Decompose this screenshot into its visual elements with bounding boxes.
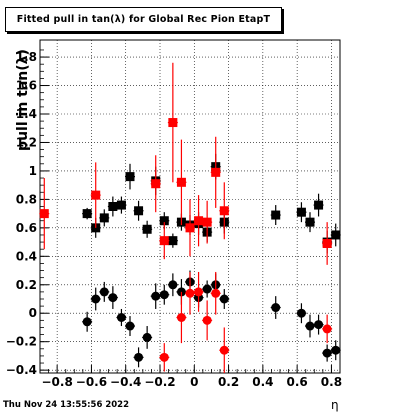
data-point-square	[82, 209, 92, 219]
x-tick-label: −0.2	[144, 375, 175, 389]
data-point-square	[314, 200, 324, 210]
data-point-square	[151, 179, 161, 189]
data-point-circle	[125, 321, 135, 331]
data-point-circle	[185, 288, 195, 298]
data-point-circle	[151, 291, 161, 301]
data-point-circle	[99, 287, 109, 297]
data-point-circle	[202, 284, 212, 294]
data-point-circle	[305, 321, 315, 331]
y-tick-label: 1	[29, 164, 37, 178]
y-tick-label: −0.2	[6, 335, 37, 349]
data-point-circle	[322, 324, 332, 334]
data-point-circle	[271, 303, 281, 313]
data-point-circle	[202, 315, 212, 325]
x-tick-label: 0.6	[287, 375, 308, 389]
x-tick-label: 0	[190, 375, 198, 389]
timestamp-label: Thu Nov 24 13:55:56 2022	[3, 400, 130, 410]
data-point-circle	[108, 293, 118, 303]
data-point-circle	[176, 313, 186, 322]
data-point-square	[331, 230, 341, 240]
x-tick-label: 0.8	[321, 375, 342, 389]
data-point-circle	[211, 288, 221, 298]
data-point-square	[142, 224, 152, 234]
data-point-square	[91, 190, 101, 200]
x-tick-label: 0.2	[218, 375, 239, 389]
y-tick-label: 0.4	[16, 249, 37, 263]
data-point-square	[176, 177, 186, 187]
data-point-square	[202, 217, 212, 227]
data-point-square	[322, 239, 332, 248]
data-point-circle	[219, 294, 229, 304]
data-point-square	[125, 172, 135, 182]
data-point-circle	[159, 290, 169, 300]
y-tick-label: 1.6	[16, 79, 37, 93]
data-point-circle	[219, 345, 229, 355]
data-point-square	[159, 216, 169, 226]
data-point-circle	[159, 352, 169, 362]
data-point-square	[134, 206, 144, 216]
data-point-square	[159, 236, 169, 246]
data-point-square	[219, 206, 229, 216]
x-axis-label: η	[331, 398, 339, 412]
data-point-square	[116, 200, 126, 210]
y-tick-label: 0	[29, 306, 37, 320]
x-tick-label: −0.8	[41, 375, 72, 389]
data-point-circle	[322, 348, 332, 358]
data-point-square	[305, 217, 315, 227]
data-point-square	[108, 202, 118, 211]
data-point-square	[168, 118, 178, 128]
data-point-circle	[296, 308, 306, 318]
y-tick-label: 0.2	[16, 278, 37, 292]
y-tick-label: 1.8	[16, 50, 37, 64]
data-point-circle	[142, 332, 152, 342]
data-point-square	[99, 213, 109, 223]
data-point-circle	[116, 313, 126, 322]
x-tick-label: 0.4	[252, 375, 273, 389]
data-point-square	[211, 167, 221, 177]
data-point-square	[185, 223, 195, 233]
y-tick-label: 0.8	[16, 192, 37, 206]
data-point-square	[271, 210, 281, 220]
x-tick-label: −0.4	[110, 375, 141, 389]
data-point-square	[168, 236, 178, 246]
data-point-circle	[134, 352, 144, 362]
data-point-circle	[194, 287, 204, 297]
y-tick-label: 1.4	[16, 107, 37, 121]
data-point-circle	[331, 345, 341, 355]
chart-title: Fitted pull in tan(λ) for Global Rec Pio…	[5, 7, 282, 32]
data-point-circle	[314, 320, 324, 330]
data-point-square	[39, 209, 49, 219]
data-point-circle	[82, 317, 92, 327]
y-tick-label: 1.2	[16, 135, 37, 149]
data-point-square	[296, 207, 306, 217]
data-point-circle	[168, 280, 178, 290]
x-tick-label: −0.6	[76, 375, 107, 389]
data-point-circle	[91, 294, 101, 304]
data-point-square	[194, 216, 204, 226]
y-tick-label: 0.6	[16, 221, 37, 235]
y-tick-label: −0.4	[6, 363, 37, 377]
